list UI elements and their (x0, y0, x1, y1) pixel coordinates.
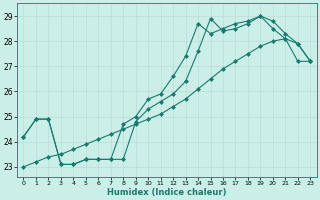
X-axis label: Humidex (Indice chaleur): Humidex (Indice chaleur) (107, 188, 227, 197)
